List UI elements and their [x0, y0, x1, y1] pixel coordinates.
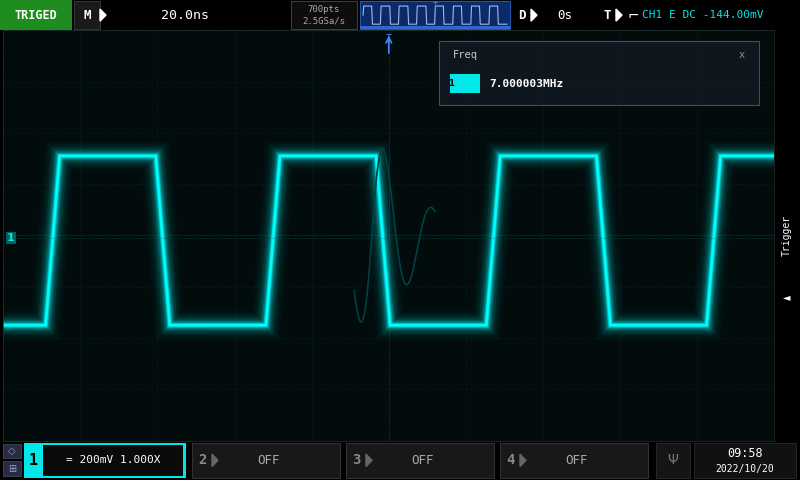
Text: ⌐: ⌐	[628, 8, 640, 22]
Bar	[346, 443, 494, 478]
Text: OFF: OFF	[257, 454, 279, 467]
Bar	[439, 40, 759, 105]
Text: 4: 4	[506, 453, 514, 468]
Bar	[656, 443, 690, 478]
Text: 7.000003MHz: 7.000003MHz	[489, 79, 563, 89]
Text: 700pts: 700pts	[308, 5, 340, 13]
Bar	[450, 74, 480, 93]
Bar	[291, 1, 357, 29]
Bar	[74, 1, 100, 29]
Text: M: M	[83, 9, 90, 22]
Text: T: T	[386, 35, 392, 44]
Text: CH1 E DC -144.00mV: CH1 E DC -144.00mV	[642, 10, 763, 20]
Polygon shape	[520, 454, 526, 467]
Bar	[43, 445, 183, 476]
Polygon shape	[366, 454, 372, 467]
Text: Trigger: Trigger	[782, 215, 792, 256]
Text: 2.5GSa/s: 2.5GSa/s	[302, 17, 346, 25]
Polygon shape	[212, 454, 218, 467]
Text: 0s: 0s	[558, 9, 573, 22]
Bar	[3, 461, 21, 476]
Text: = 200mV 1.000X: = 200mV 1.000X	[66, 456, 160, 465]
Text: TRIGED: TRIGED	[14, 9, 58, 22]
Bar	[360, 26, 510, 29]
Text: Freq: Freq	[453, 50, 478, 60]
Polygon shape	[100, 9, 106, 21]
Text: 1: 1	[7, 233, 15, 243]
Text: 09:58: 09:58	[727, 446, 763, 459]
Polygon shape	[531, 9, 537, 21]
Text: 2022/10/20: 2022/10/20	[716, 464, 774, 474]
Text: D: D	[518, 9, 526, 22]
Bar	[0, 0, 72, 30]
Text: 1: 1	[447, 79, 454, 88]
Text: x: x	[739, 50, 745, 60]
Bar	[500, 443, 648, 478]
Text: 1: 1	[29, 453, 38, 468]
Text: 2: 2	[198, 453, 206, 468]
Polygon shape	[616, 9, 622, 21]
Bar	[3, 444, 21, 458]
Text: Ψ: Ψ	[667, 453, 678, 468]
Bar	[24, 443, 186, 478]
Text: T: T	[603, 9, 610, 22]
Bar	[360, 1, 510, 29]
Text: 3: 3	[352, 453, 360, 468]
Text: OFF: OFF	[565, 454, 587, 467]
Text: 20.0ns: 20.0ns	[161, 9, 209, 22]
Bar	[192, 443, 340, 478]
Text: T: T	[433, 2, 438, 11]
Text: ◄: ◄	[783, 292, 791, 302]
Text: ◇: ◇	[8, 446, 16, 456]
Bar	[694, 443, 796, 478]
Text: OFF: OFF	[410, 454, 434, 467]
Text: ⊞: ⊞	[8, 464, 16, 474]
